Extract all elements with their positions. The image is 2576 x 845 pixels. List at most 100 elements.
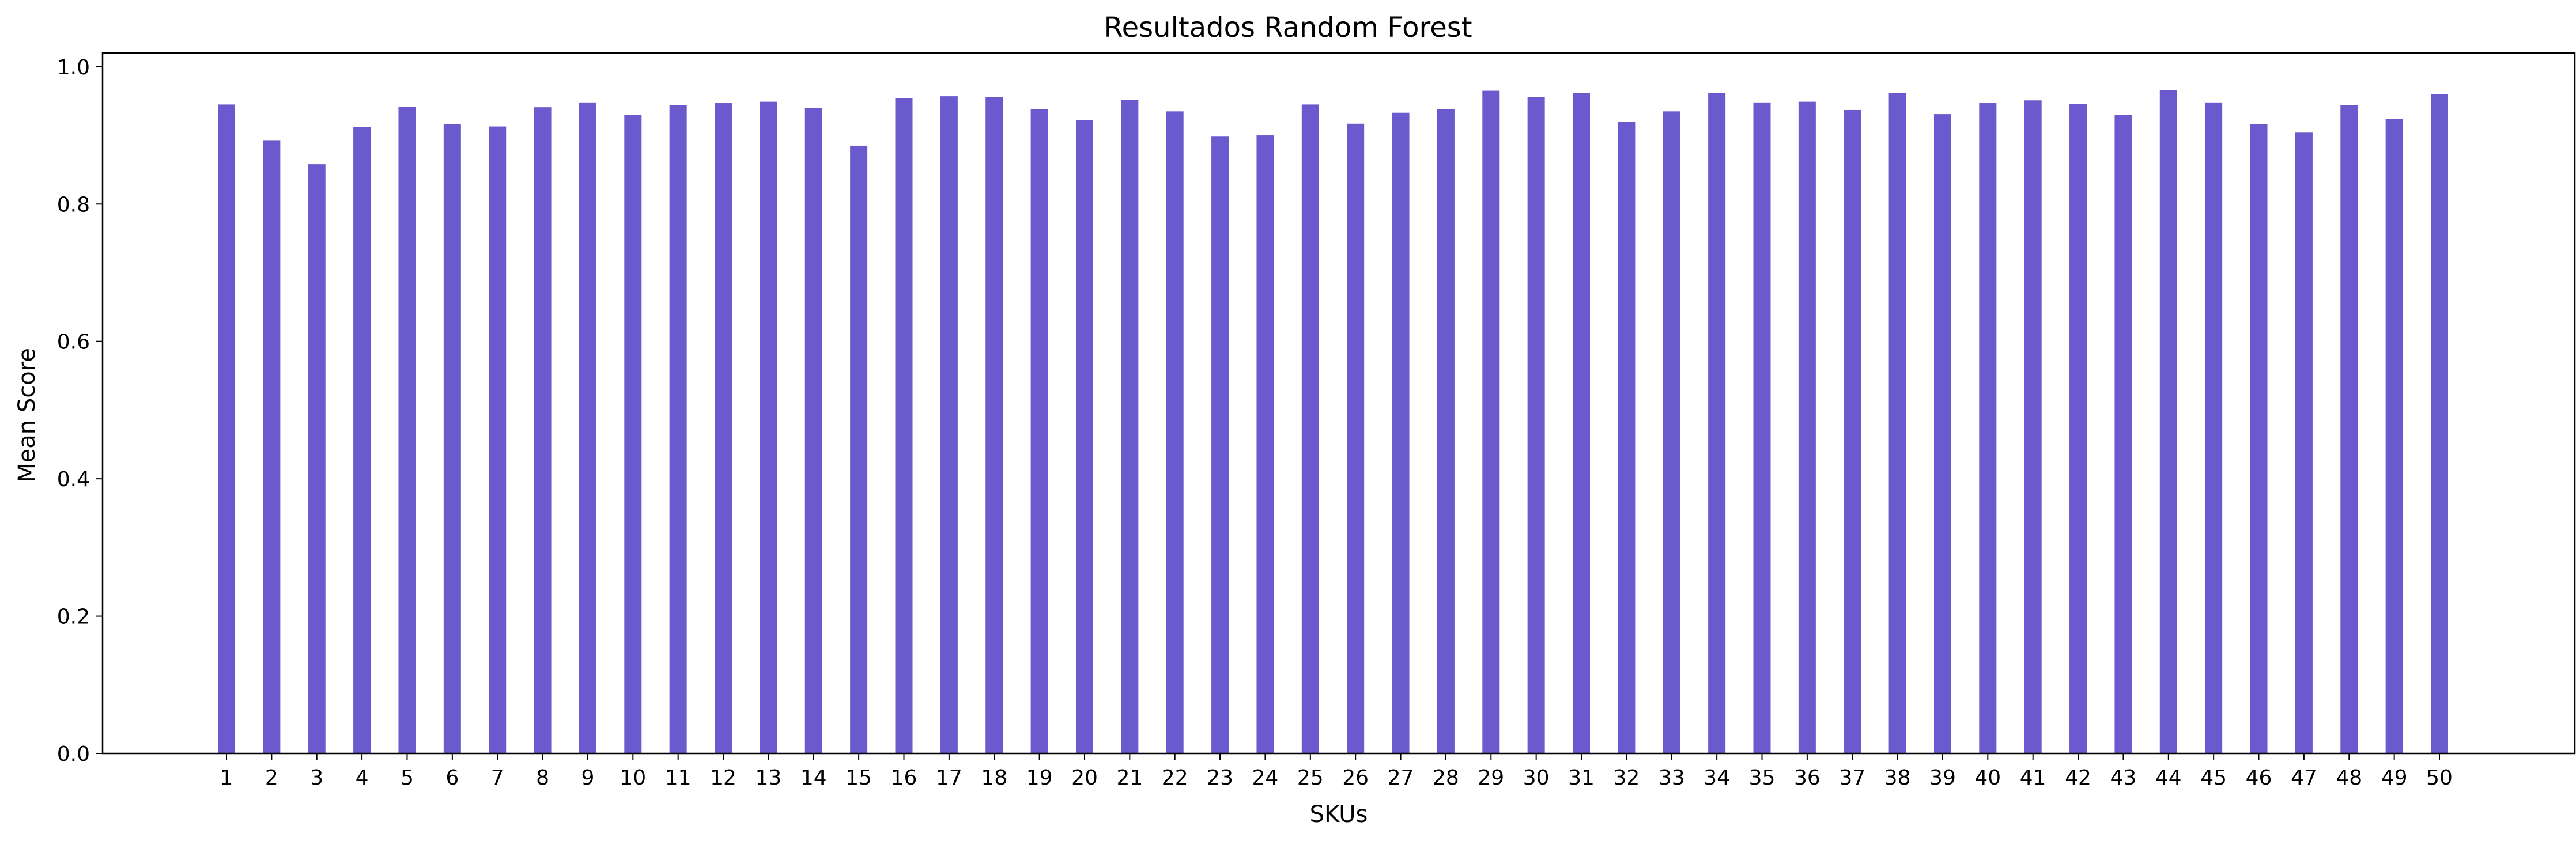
y-axis-label: Mean Score [14, 348, 40, 483]
x-tick-label: 17 [936, 766, 962, 790]
bar-3 [308, 164, 326, 754]
bar-15 [850, 145, 868, 754]
x-tick-label: 44 [2155, 766, 2182, 790]
bar-47 [2295, 132, 2313, 754]
x-tick-label: 2 [265, 766, 278, 790]
y-ticks-group: 0.0 0.2 0.4 0.6 0.8 1.0 [57, 56, 103, 766]
x-tick-label: 43 [2110, 766, 2137, 790]
x-ticks-group: 1 2 3 4 5 6 7 8 9 10 11 12 13 14 15 16 17 18 19 20 21 22 23 24 2… [220, 753, 2453, 790]
x-tick-label: 49 [2381, 766, 2408, 790]
x-tick-label: 29 [1478, 766, 1504, 790]
bar-22 [1166, 111, 1184, 753]
bar-26 [1347, 123, 1365, 754]
x-tick-label: 40 [1974, 766, 2001, 790]
bar-27 [1392, 112, 1410, 753]
x-tick-label: 28 [1433, 766, 1459, 790]
x-tick-label: 31 [1568, 766, 1595, 790]
x-tick-label: 1 [220, 766, 233, 790]
bar-28 [1437, 109, 1455, 754]
bar-46 [2250, 124, 2268, 753]
x-tick-label: 39 [1929, 766, 1956, 790]
bar-13 [760, 101, 777, 753]
x-tick-label: 50 [2426, 766, 2453, 790]
x-tick-label: 35 [1749, 766, 1776, 790]
bar-32 [1618, 122, 1636, 753]
x-tick-label: 5 [401, 766, 414, 790]
x-tick-label: 27 [1388, 766, 1414, 790]
bar-9 [579, 102, 596, 753]
bar-30 [1527, 97, 1545, 753]
bar-23 [1211, 136, 1229, 753]
x-tick-label: 22 [1162, 766, 1188, 790]
bar-45 [2205, 102, 2223, 753]
bar-42 [2069, 104, 2087, 753]
x-tick-label: 34 [1704, 766, 1730, 790]
x-tick-label: 9 [581, 766, 594, 790]
bar-41 [2024, 100, 2042, 754]
bar-34 [1708, 93, 1726, 753]
bar-37 [1844, 109, 1861, 754]
bar-19 [1030, 109, 1048, 754]
x-tick-label: 19 [1026, 766, 1053, 790]
x-tick-label: 8 [536, 766, 549, 790]
bar-4 [353, 127, 371, 754]
x-tick-label: 26 [1342, 766, 1369, 790]
bar-31 [1573, 93, 1591, 753]
x-tick-label: 32 [1613, 766, 1640, 790]
x-tick-label: 11 [665, 766, 692, 790]
bar-25 [1301, 104, 1319, 754]
bar-11 [669, 105, 687, 754]
bar-40 [1979, 103, 1997, 753]
bar-2 [263, 140, 281, 753]
x-tick-label: 48 [2336, 766, 2362, 790]
y-tick-label: 0.2 [57, 605, 90, 629]
bar-18 [985, 97, 1003, 753]
bar-1 [218, 104, 235, 754]
bar-6 [443, 124, 461, 753]
bar-36 [1798, 101, 1816, 753]
y-tick-label: 0.4 [57, 468, 90, 491]
x-tick-label: 21 [1116, 766, 1143, 790]
bar-8 [534, 107, 552, 753]
x-tick-label: 36 [1794, 766, 1820, 790]
bar-50 [2431, 94, 2448, 753]
y-tick-label: 1.0 [57, 56, 90, 79]
x-tick-label: 24 [1252, 766, 1279, 790]
bar-24 [1256, 135, 1274, 753]
bar-5 [398, 106, 416, 753]
bar-39 [1933, 114, 1951, 754]
x-axis-label: SKUs [1310, 801, 1368, 828]
x-tick-label: 37 [1839, 766, 1865, 790]
x-tick-label: 45 [2200, 766, 2227, 790]
bar-10 [624, 115, 642, 754]
x-tick-label: 10 [620, 766, 646, 790]
bar-29 [1482, 90, 1500, 754]
x-tick-label: 30 [1523, 766, 1550, 790]
plot-frame [101, 52, 2576, 755]
x-tick-label: 42 [2065, 766, 2091, 790]
bar-35 [1753, 102, 1771, 753]
y-tick-label: 0.0 [57, 742, 90, 766]
bar-21 [1121, 100, 1139, 754]
bar-48 [2340, 105, 2358, 754]
bars-group [218, 90, 2448, 754]
bar-17 [940, 96, 958, 754]
bar-38 [1888, 93, 1906, 753]
chart-title: Resultados Random Forest [1104, 12, 1472, 44]
x-tick-label: 4 [356, 766, 369, 790]
x-tick-label: 13 [756, 766, 782, 790]
x-tick-label: 14 [800, 766, 827, 790]
bar-7 [489, 126, 507, 753]
bar-14 [804, 108, 822, 753]
x-tick-label: 25 [1297, 766, 1324, 790]
x-tick-label: 47 [2291, 766, 2317, 790]
x-tick-label: 18 [981, 766, 1007, 790]
x-tick-label: 23 [1207, 766, 1233, 790]
x-tick-label: 38 [1884, 766, 1911, 790]
bar-44 [2159, 90, 2177, 753]
bar-49 [2385, 119, 2403, 754]
y-tick-label: 0.6 [57, 331, 90, 354]
bar-12 [715, 103, 732, 753]
